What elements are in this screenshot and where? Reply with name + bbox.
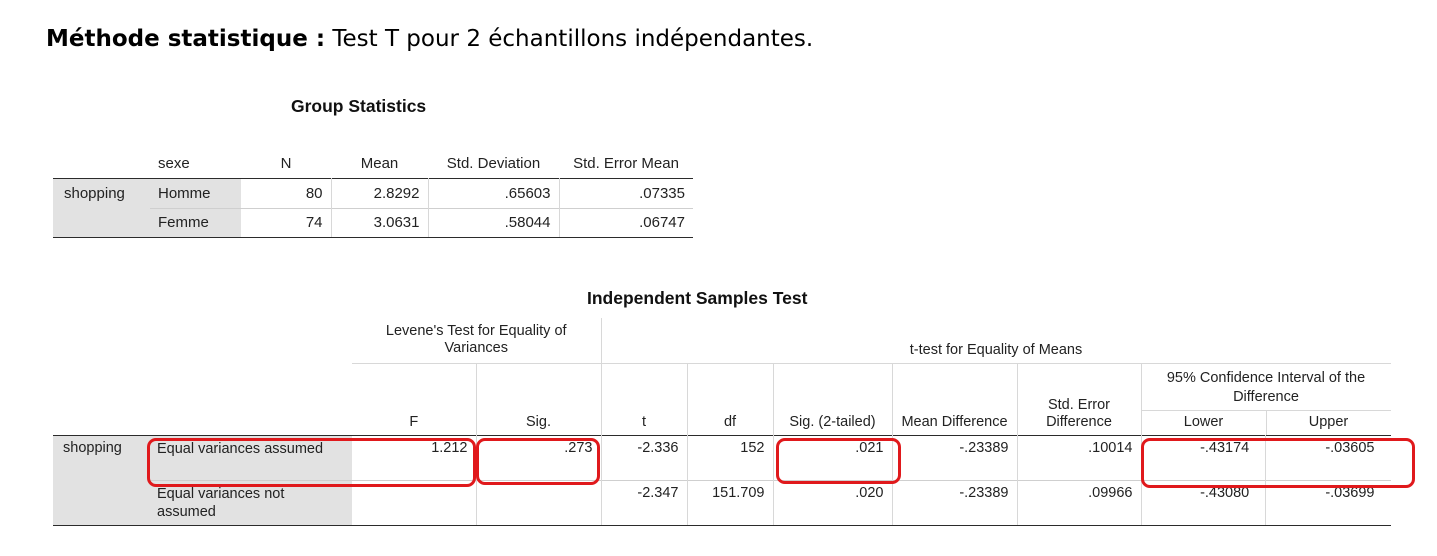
df-value: 151.709 [687, 479, 774, 526]
df-value: 152 [687, 434, 774, 480]
row-label: Equal variances assumed [149, 434, 352, 480]
header-std-deviation: Std. Deviation [446, 154, 541, 172]
lower-value: -.43174 [1141, 434, 1267, 480]
t-value: -2.336 [601, 434, 688, 480]
ind-test-title: Independent Samples Test [587, 288, 808, 308]
header-std-error-mean: Std. Error Mean [573, 154, 679, 172]
ci-header-block: 95% Confidence Interval of the Differenc… [1141, 363, 1391, 435]
header-lower: Lower [1142, 410, 1267, 435]
t-value: -2.347 [601, 479, 688, 526]
levene-header: Levene's Test for Equality of Variances [352, 318, 602, 364]
n-value: 80 [241, 177, 332, 208]
mean-diff-value: -.23389 [892, 479, 1018, 526]
ind-test-header-row-1: Levene's Test for Equality of Variances … [53, 318, 1391, 364]
group-stats-title: Group Statistics [291, 96, 427, 116]
highlight-levene-sig [476, 438, 600, 485]
sig2-value: .021 [773, 434, 893, 480]
header-df: df [687, 363, 774, 435]
ind-test-header-row-2: F Sig. t df Sig. (2-tailed) Mean Differe… [53, 363, 1391, 435]
group-label: Homme [150, 177, 241, 208]
variable-label: shopping [53, 434, 149, 526]
highlight-equal-variances [147, 438, 476, 487]
se-diff-value: .09966 [1017, 479, 1142, 526]
se-diff-value: .10014 [1017, 434, 1142, 480]
f-value [352, 479, 477, 526]
se-value: .06747 [559, 207, 693, 238]
mean-value: 2.8292 [331, 177, 429, 208]
method-heading-text: Test T pour 2 échantillons indépendantes… [325, 26, 814, 52]
f-value: 1.212 [352, 434, 477, 480]
header-sig-2-tailed: Sig. (2-tailed) [773, 363, 893, 435]
se-value: .07335 [559, 177, 693, 208]
table-row: Femme 74 3.0631 .58044 .06747 [53, 207, 693, 238]
ind-test-table: Levene's Test for Equality of Variances … [53, 318, 1391, 526]
group-stats-header-row: sexe N Mean Std. Deviation Std. Error Me… [53, 127, 693, 178]
highlight-sig-2-tailed [776, 438, 901, 484]
header-upper: Upper [1308, 413, 1349, 430]
sd-value: .65603 [428, 177, 560, 208]
header-std-error-difference: Std. Error Difference [1017, 363, 1142, 435]
sig-value [476, 479, 602, 526]
sig-value: .273 [476, 434, 602, 480]
header-t: t [601, 363, 688, 435]
table-row: shopping Equal variances assumed 1.212 .… [53, 434, 1391, 526]
header-f: F [352, 363, 477, 435]
row-label: Equal variances not assumed [149, 479, 352, 526]
variable-label: shopping [53, 177, 150, 238]
ci-header: 95% Confidence Interval of the Differenc… [1141, 365, 1391, 411]
highlight-confidence-interval [1141, 438, 1415, 488]
method-heading: Méthode statistique : Test T pour 2 écha… [46, 26, 813, 52]
table-row: shopping Homme 80 2.8292 .65603 .07335 [53, 177, 693, 238]
mean-diff-value: -.23389 [892, 434, 1018, 480]
mean-value: 3.0631 [331, 207, 429, 238]
header-n: N [280, 154, 292, 172]
group-stats-table: sexe N Mean Std. Deviation Std. Error Me… [53, 127, 693, 238]
header-mean: Mean [360, 154, 399, 172]
sd-value: .58044 [428, 207, 560, 238]
ttest-header: t-test for Equality of Means [601, 318, 1391, 364]
method-heading-bold: Méthode statistique : [46, 26, 326, 52]
header-sexe: sexe [158, 154, 190, 172]
header-sig: Sig. [476, 363, 602, 435]
header-mean-difference: Mean Difference [892, 363, 1018, 435]
upper-value: -.03605 [1265, 434, 1391, 480]
n-value: 74 [241, 207, 332, 238]
group-label: Femme [150, 207, 241, 238]
sig2-value: .020 [773, 479, 893, 526]
